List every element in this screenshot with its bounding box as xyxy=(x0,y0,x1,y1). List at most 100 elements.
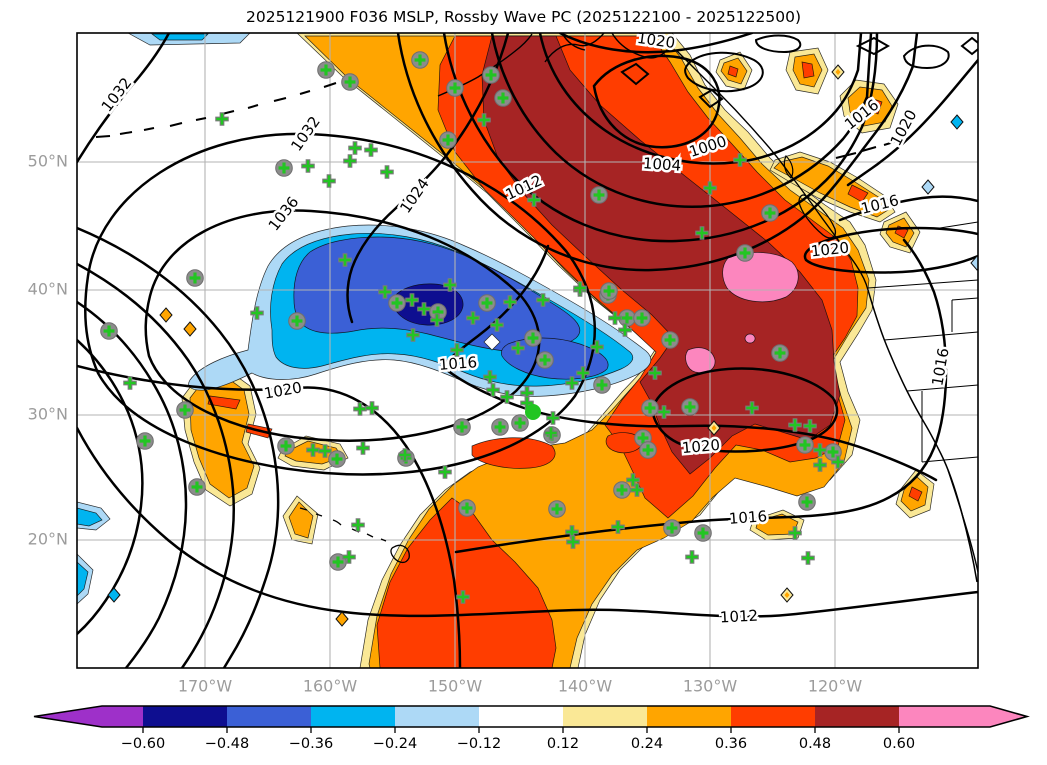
pc-region-orangered xyxy=(908,486,923,502)
plus-icon xyxy=(139,435,151,447)
circled-plus-marker xyxy=(341,73,359,91)
diamond-marker-core xyxy=(784,592,790,598)
circled-plus-marker xyxy=(494,89,512,107)
plus-icon xyxy=(813,443,827,457)
plus-icon xyxy=(364,143,378,157)
plus-marker xyxy=(527,193,541,207)
plus-marker xyxy=(611,520,625,534)
plus-icon xyxy=(544,426,558,440)
plus-icon xyxy=(301,159,315,173)
isobar-line xyxy=(77,364,462,668)
circled-plus-marker xyxy=(329,553,347,571)
colorbar-segment xyxy=(227,706,311,727)
dot-marker xyxy=(525,404,541,420)
isobar-line xyxy=(490,33,873,208)
figure-title: 2025121900 F036 MSLP, Rossby Wave PC (20… xyxy=(245,8,801,26)
isobar-line xyxy=(77,33,171,164)
coastline xyxy=(947,469,978,573)
plus-icon xyxy=(546,411,560,425)
plus-icon xyxy=(490,318,504,332)
plus-icon xyxy=(449,82,461,94)
minor-contour xyxy=(620,62,650,86)
circled-plus-marker xyxy=(548,500,566,518)
plus-marker xyxy=(365,401,379,415)
plus-icon xyxy=(573,281,587,295)
plus-icon xyxy=(318,444,332,458)
diamond-marker xyxy=(970,255,978,271)
plus-icon xyxy=(788,418,802,432)
plus-marker xyxy=(338,253,352,267)
y-tick-label: 40°N xyxy=(28,280,68,299)
isobar-line xyxy=(442,33,879,243)
circled-plus-marker xyxy=(439,131,457,149)
isobar-line xyxy=(396,33,919,272)
isobar-label: 1016 xyxy=(728,507,767,528)
colorbar-tick-label: 0.48 xyxy=(799,736,831,752)
isobar-line xyxy=(77,300,188,668)
plus-icon xyxy=(644,402,656,414)
plus-icon xyxy=(611,520,625,534)
colorbar-outline xyxy=(33,705,1030,728)
plus-marker xyxy=(831,455,845,469)
coastline xyxy=(783,154,794,179)
plus-icon xyxy=(351,518,365,532)
pc-region-orangered xyxy=(727,65,739,78)
x-tick-label: 160°W xyxy=(303,677,358,696)
circled-plus-marker xyxy=(458,499,476,517)
colorbar-below-arrow xyxy=(34,706,143,727)
plus-icon xyxy=(291,315,303,327)
circled-plus-marker xyxy=(491,418,509,436)
plus-marker xyxy=(733,153,747,167)
circled-plus-marker xyxy=(478,294,496,312)
coastline xyxy=(299,507,410,564)
plus-marker xyxy=(123,376,137,390)
circled-plus-marker xyxy=(277,437,295,455)
plus-icon xyxy=(685,550,699,564)
minor-contours xyxy=(620,34,978,159)
isobar-line xyxy=(77,338,144,636)
plus-icon xyxy=(703,181,717,195)
y-tick-label: 20°N xyxy=(28,530,68,549)
plus-icon xyxy=(684,401,696,413)
coastline xyxy=(95,82,337,138)
plus-marker xyxy=(342,550,356,564)
circled-plus-marker xyxy=(593,376,611,394)
plus-icon xyxy=(438,465,452,479)
pc-region-orangered xyxy=(207,395,241,410)
isobar-line xyxy=(846,58,978,187)
circled-plus-marker xyxy=(796,436,814,454)
circled-plus-marker xyxy=(328,450,346,468)
plus-icon xyxy=(432,306,444,318)
circled-plus-marker xyxy=(511,414,529,432)
colorbar-tick-label: −0.24 xyxy=(373,736,417,752)
pc-region-cyan xyxy=(77,507,103,527)
plus-icon xyxy=(450,343,464,357)
plus-marker xyxy=(466,311,480,325)
plus-icon xyxy=(827,446,839,458)
circled-plus-marker xyxy=(429,303,447,321)
colorbar-segment xyxy=(647,706,731,727)
plus-marker xyxy=(618,323,632,337)
plus-icon xyxy=(616,484,628,496)
plus-marker xyxy=(483,370,497,384)
colorbar-segment xyxy=(731,706,815,727)
plus-icon xyxy=(442,134,454,146)
circled-plus-marker xyxy=(275,159,293,177)
plus-icon xyxy=(278,162,290,174)
x-tick-label: 170°W xyxy=(178,677,233,696)
plus-marker xyxy=(544,426,558,440)
pc-region-orange xyxy=(288,501,314,539)
circled-plus-marker xyxy=(613,481,631,499)
plus-icon xyxy=(353,402,367,416)
plus-icon xyxy=(417,302,431,316)
plus-icon xyxy=(486,383,500,397)
plus-icon xyxy=(657,405,671,419)
circled-plus-marker xyxy=(590,186,608,204)
plus-icon xyxy=(466,311,480,325)
diamond-marker xyxy=(921,179,935,195)
plus-icon xyxy=(494,421,506,433)
circled-plus-marker xyxy=(536,351,554,369)
plus-icon xyxy=(365,401,379,415)
plus-marker xyxy=(322,174,336,188)
isobar-line xyxy=(77,226,280,668)
